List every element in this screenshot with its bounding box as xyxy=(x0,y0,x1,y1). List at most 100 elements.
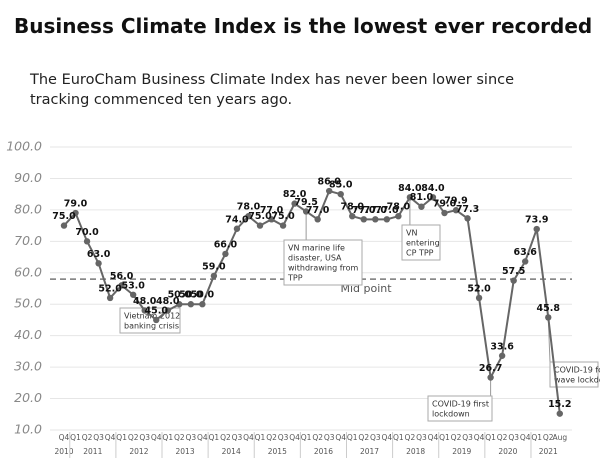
y-tick-label: 40.0 xyxy=(14,327,42,342)
x-group-label: 2014 xyxy=(222,447,241,456)
x-tick-label: Q2 xyxy=(82,433,93,442)
data-point xyxy=(83,238,91,245)
data-label: 50.0 xyxy=(179,290,203,301)
data-label: 77.0 xyxy=(352,205,376,216)
data-label: 86.0 xyxy=(317,177,341,188)
data-point xyxy=(545,314,552,321)
data-label: 45.8 xyxy=(537,303,561,314)
data-label: 79.5 xyxy=(294,197,317,208)
data-point xyxy=(268,216,275,223)
data-label: 73.9 xyxy=(525,215,548,226)
data-label: 79.0 xyxy=(433,199,457,210)
data-point xyxy=(291,200,298,207)
data-label: 45.0 xyxy=(145,305,169,316)
data-point xyxy=(441,209,448,217)
x-group-label: 2013 xyxy=(176,447,195,456)
data-label: 57.5 xyxy=(502,266,525,277)
chart-subtitle: The EuroCham Business Climate Index has … xyxy=(30,72,515,108)
x-group-label: 2011 xyxy=(83,447,102,456)
data-label: 81.0 xyxy=(410,192,434,203)
data-label: 84.0 xyxy=(398,183,422,194)
x-tick-label: Q4 xyxy=(59,433,70,442)
y-tick-label: 90.0 xyxy=(14,170,42,185)
annotation-text: withdrawing from xyxy=(288,264,359,273)
data-point xyxy=(464,215,471,222)
data-label: 85.0 xyxy=(329,180,353,191)
data-label: 59.0 xyxy=(202,261,226,272)
data-label: 74.0 xyxy=(225,214,249,225)
x-tick-label: Q1 xyxy=(255,433,266,442)
data-label: 82.0 xyxy=(283,189,307,200)
data-label: 77.0 xyxy=(375,205,399,216)
data-point xyxy=(556,410,563,417)
data-label: 48.0 xyxy=(156,296,180,307)
data-point xyxy=(245,212,252,220)
x-tick-label: Q3 xyxy=(278,433,289,442)
y-tick-label: 60.0 xyxy=(14,264,42,279)
annotation-text: disaster, USA xyxy=(288,254,342,263)
data-label: 56.0 xyxy=(110,271,134,282)
x-group-label: 2019 xyxy=(452,447,471,456)
x-group-label: 2020 xyxy=(498,447,517,456)
data-label: 75.0 xyxy=(271,211,295,222)
data-point xyxy=(383,216,391,223)
x-tick-label: Q4 xyxy=(381,433,392,442)
data-point xyxy=(498,352,506,359)
data-point xyxy=(187,301,195,308)
x-tick-label: Q2 xyxy=(405,433,416,442)
data-point xyxy=(533,225,540,233)
x-tick-label: Q3 xyxy=(324,433,335,442)
x-tick-label: Q1 xyxy=(485,433,496,442)
x-tick-label: Q2 xyxy=(543,433,554,442)
x-tick-label: Q1 xyxy=(439,433,450,442)
annotation-box xyxy=(401,224,441,261)
x-tick-label: Q3 xyxy=(232,433,243,442)
y-tick-label: 80.0 xyxy=(14,201,42,216)
data-label: 78.0 xyxy=(237,202,261,213)
annotation-text: entering xyxy=(406,239,440,248)
data-label: 75.0 xyxy=(248,211,272,222)
x-tick-label: Q3 xyxy=(139,433,150,442)
y-tick-label: 10.0 xyxy=(14,422,42,437)
data-point xyxy=(395,212,402,220)
x-tick-label: Q2 xyxy=(358,433,369,442)
data-label: 75.0 xyxy=(52,211,76,222)
annotation-text: COVID-19 fourth xyxy=(554,366,600,375)
x-group-label: 2010 xyxy=(54,447,73,456)
data-point xyxy=(176,301,183,308)
data-label: 48.0 xyxy=(133,296,157,307)
data-point xyxy=(314,216,321,223)
data-point xyxy=(153,316,160,324)
data-point xyxy=(256,222,264,229)
annotation-text: VN marine life xyxy=(288,244,345,253)
data-label: 15.2 xyxy=(548,399,571,410)
x-tick-label: Q2 xyxy=(174,433,185,442)
y-tick-label: 70.0 xyxy=(14,233,42,248)
data-label: 33.6 xyxy=(490,341,514,352)
data-point xyxy=(522,258,529,265)
annotation-text: VN xyxy=(406,229,417,238)
data-point xyxy=(475,294,483,302)
data-label: 52.0 xyxy=(467,283,491,294)
data-point xyxy=(302,208,310,215)
data-label: 77.0 xyxy=(260,205,284,216)
data-label: 63.0 xyxy=(87,249,111,260)
data-label: 63.6 xyxy=(513,247,537,258)
x-group-label: 2018 xyxy=(406,447,425,456)
data-label: 79.9 xyxy=(444,196,467,207)
y-tick-label: 50.0 xyxy=(14,296,42,311)
data-point xyxy=(325,187,333,195)
data-label: 78.0 xyxy=(341,202,365,213)
data-label: 52.0 xyxy=(98,283,122,294)
annotation-text: COVID-19 first xyxy=(432,400,489,409)
x-tick-label: Q4 xyxy=(289,433,300,442)
x-tick-label: Q2 xyxy=(220,433,231,442)
data-point xyxy=(337,190,344,198)
x-tick-label: Q4 xyxy=(520,433,531,442)
x-tick-label: Q4 xyxy=(335,433,346,442)
x-tick-label: Q1 xyxy=(209,433,220,442)
data-point xyxy=(487,374,494,381)
x-tick-label: Q1 xyxy=(301,433,312,442)
annotation-text: lockdown xyxy=(432,410,470,419)
